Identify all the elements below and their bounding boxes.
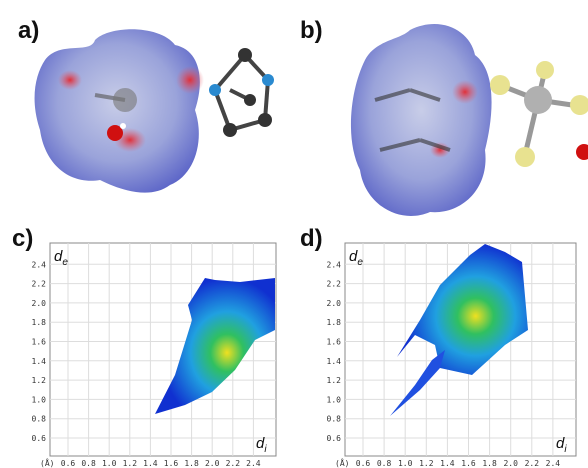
y-tick-label: 2.0 xyxy=(32,299,47,308)
panel-label: c) xyxy=(12,225,33,252)
x-tick-label: 1.6 xyxy=(461,459,476,468)
axis-unit: (Å) xyxy=(40,457,54,468)
axis-unit: (Å) xyxy=(335,457,349,468)
x-tick-label: 1.0 xyxy=(398,459,413,468)
x-tick-label: 0.8 xyxy=(81,459,96,468)
x-tick-label: 1.4 xyxy=(143,459,158,468)
x-tick-label: 1.2 xyxy=(123,459,138,468)
axis-subscript: i xyxy=(264,444,267,455)
y-tick-label: 1.6 xyxy=(327,338,342,347)
panel-label: b) xyxy=(300,17,323,44)
panel-label: a) xyxy=(18,17,39,44)
y-tick-label: 2.2 xyxy=(327,280,342,289)
axis-subscript: e xyxy=(62,257,68,268)
y-tick-label: 1.2 xyxy=(32,376,47,385)
y-tick-label: 2.2 xyxy=(32,280,47,289)
y-tick-label: 1.8 xyxy=(327,318,342,327)
panel-label: d) xyxy=(300,225,323,252)
x-tick-label: 1.8 xyxy=(482,459,497,468)
y-axis-label: de xyxy=(54,248,68,268)
y-tick-label: 1.2 xyxy=(327,376,342,385)
hirshfeld-surface xyxy=(35,29,204,192)
x-tick-label: 2.0 xyxy=(503,459,518,468)
y-tick-label: 1.4 xyxy=(32,357,47,366)
y-tick-label: 0.8 xyxy=(32,415,47,424)
figure: a) b) c) d) xyxy=(0,0,588,468)
x-tick-label: 2.4 xyxy=(546,459,561,468)
x-tick-label: 0.6 xyxy=(356,459,371,468)
hirshfeld-surface xyxy=(351,24,492,216)
y-tick-label: 0.6 xyxy=(32,434,47,443)
x-tick-label: 1.8 xyxy=(184,459,199,468)
x-tick-label: 0.6 xyxy=(61,459,76,468)
molecule xyxy=(490,61,588,167)
x-tick-label: 1.4 xyxy=(440,459,455,468)
x-tick-label: 1.0 xyxy=(102,459,117,468)
x-tick-label: 2.0 xyxy=(205,459,220,468)
fingerprint-cloud xyxy=(397,244,528,375)
y-tick-label: 1.8 xyxy=(32,318,47,327)
y-tick-label: 1.0 xyxy=(327,395,342,404)
y-tick-label: 1.6 xyxy=(32,338,47,347)
x-tick-label: 2.2 xyxy=(226,459,241,468)
y-tick-label: 1.4 xyxy=(327,357,342,366)
x-tick-label: 2.4 xyxy=(246,459,261,468)
x-tick-label: 0.8 xyxy=(377,459,392,468)
axis-subscript: i xyxy=(564,444,567,455)
x-tick-label: 2.2 xyxy=(525,459,540,468)
y-tick-label: 2.0 xyxy=(327,299,342,308)
y-axis-label: de xyxy=(349,248,363,268)
y-tick-label: 2.4 xyxy=(32,260,47,269)
y-tick-label: 0.6 xyxy=(327,434,342,443)
x-tick-label: 1.6 xyxy=(164,459,179,468)
y-tick-label: 1.0 xyxy=(32,395,47,404)
y-tick-label: 2.4 xyxy=(327,260,342,269)
molecule xyxy=(209,48,274,137)
fingerprint-cloud xyxy=(155,278,275,414)
y-tick-label: 0.8 xyxy=(327,415,342,424)
axis-subscript: e xyxy=(357,257,363,268)
fingerprint-cloud xyxy=(390,350,445,416)
x-tick-label: 1.2 xyxy=(419,459,434,468)
